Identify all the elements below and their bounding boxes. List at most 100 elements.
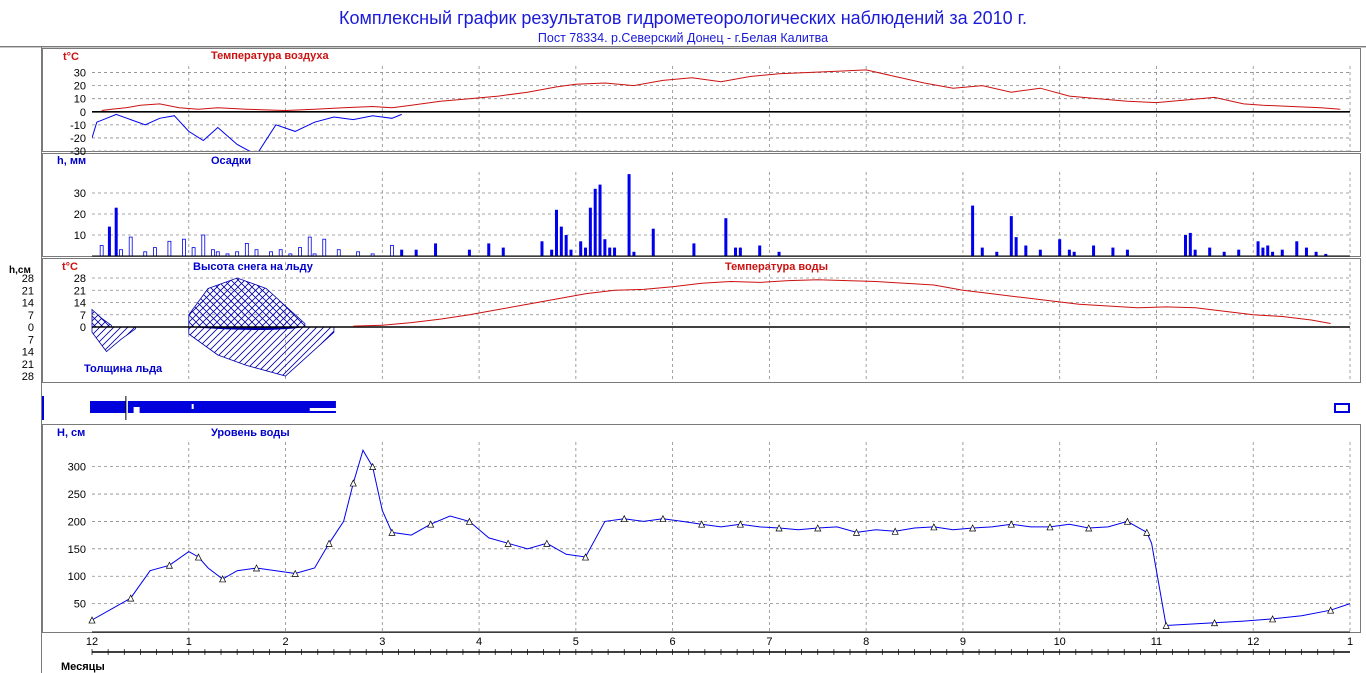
y-tick-label: 30 xyxy=(74,188,86,200)
level-marker xyxy=(88,616,96,624)
precip-bar xyxy=(336,249,341,257)
level-marker xyxy=(388,528,396,536)
precip-bar xyxy=(1237,249,1241,256)
level-marker xyxy=(369,462,377,471)
water-level-title: Уровень воды xyxy=(211,427,290,439)
precip-bar xyxy=(1324,253,1328,256)
precip-bar xyxy=(143,251,148,257)
water-level-unit-label: Н, см xyxy=(57,427,85,439)
month-tick-label: 7 xyxy=(766,636,772,648)
y-tick-label: -20 xyxy=(70,133,86,145)
precip-bar xyxy=(579,241,583,256)
air-temp-title: Температура воздуха xyxy=(211,50,330,62)
ice-band-bar xyxy=(90,401,336,413)
level-marker xyxy=(219,575,227,583)
precip-bar xyxy=(1038,249,1042,256)
precip-bar xyxy=(278,249,283,257)
level-marker xyxy=(1143,528,1151,536)
level-marker xyxy=(775,524,783,532)
page-title: Комплексный график результатов гидромете… xyxy=(338,8,1028,28)
month-tick-label: 1 xyxy=(186,636,192,648)
precip-bar xyxy=(1271,251,1275,256)
precip-bar xyxy=(167,240,172,257)
level-marker xyxy=(325,539,333,547)
ice-area-1 xyxy=(91,326,136,353)
precip-bar xyxy=(322,238,327,257)
y-tick-label: 14 xyxy=(22,298,34,310)
y-tick-label-inner: 14 xyxy=(74,298,86,310)
y-tick-label: 20 xyxy=(74,81,86,93)
y-tick-label: 7 xyxy=(28,334,34,346)
y-tick-label: 14 xyxy=(22,347,34,359)
precip-bar xyxy=(307,236,312,257)
level-marker xyxy=(969,524,977,532)
precip-bar xyxy=(119,249,123,257)
y-tick-label: 50 xyxy=(74,599,86,611)
y-tick-label-inner: 7 xyxy=(80,310,86,322)
precip-bar xyxy=(1188,232,1192,256)
month-tick-label: 11 xyxy=(1151,636,1162,648)
precip-bar xyxy=(627,174,631,256)
ice-band-gap xyxy=(191,404,194,409)
precip-bar xyxy=(598,184,602,256)
ice-snow-side-unit-label: h,см xyxy=(9,265,31,276)
air-series xyxy=(92,69,1341,151)
precip-bar xyxy=(1183,235,1187,256)
y-tick-label-inner: 28 xyxy=(74,273,86,285)
air-temp-positive-line xyxy=(101,69,1341,112)
ice-band-gap xyxy=(133,407,140,413)
snow-on-ice-title: Высота снега на льду xyxy=(193,261,314,273)
precip-bar xyxy=(99,245,104,257)
water-temp-line xyxy=(353,279,1331,327)
precip-bar xyxy=(434,243,438,256)
y-tick-label: 250 xyxy=(68,489,86,501)
month-tick-label: 9 xyxy=(960,636,966,648)
level-marker xyxy=(165,561,173,569)
precip-bar xyxy=(244,242,249,257)
month-tick-label: 1 xyxy=(1347,636,1353,648)
month-tick-label: 12 xyxy=(86,636,98,648)
water-temp-frame xyxy=(42,258,1361,383)
precip-bar xyxy=(651,228,655,256)
ice-band-gap xyxy=(309,408,340,411)
precip-bar xyxy=(114,207,118,256)
precip-bar xyxy=(1014,237,1018,256)
air-temp-negative-line xyxy=(92,113,402,151)
precip-bar xyxy=(995,251,999,256)
level-marker xyxy=(543,539,551,547)
precip-bar xyxy=(632,251,636,256)
precip-bar xyxy=(1222,251,1226,256)
month-tick-label: 8 xyxy=(863,636,869,648)
precip-bar xyxy=(971,205,975,256)
month-tick-label: 10 xyxy=(1054,636,1066,648)
air-temp-frame xyxy=(42,48,1361,152)
y-tick-label-inner: 0 xyxy=(80,322,86,334)
y-tick-label: 30 xyxy=(74,68,86,80)
precip-bar xyxy=(215,251,220,257)
precip-bar xyxy=(1266,245,1270,256)
precip-bar xyxy=(738,247,742,256)
precip-bar xyxy=(254,249,259,257)
precip-bar xyxy=(734,247,738,256)
snow-area-1 xyxy=(91,308,112,328)
air-temp-unit-label: t°C xyxy=(63,51,79,63)
level-marker xyxy=(1123,517,1131,525)
water-temp-unit-label: t°C xyxy=(62,261,78,273)
precip-bar xyxy=(758,245,762,256)
ice-thickness-title: Толщина льда xyxy=(84,363,163,375)
precip-bar xyxy=(269,251,273,257)
water-level-frame xyxy=(42,424,1361,633)
precip-bar xyxy=(107,226,111,256)
snow-area-2 xyxy=(188,277,306,328)
level-marker xyxy=(1210,619,1219,627)
ice-area-2 xyxy=(188,326,335,377)
precip-bar xyxy=(559,226,563,256)
precip-bar xyxy=(1304,247,1308,256)
precip-bar xyxy=(1058,239,1062,256)
precip-bar xyxy=(501,247,505,256)
precip-bar xyxy=(588,207,592,256)
month-tick-label: 12 xyxy=(1247,636,1259,648)
precip-bar xyxy=(128,236,133,257)
level-marker xyxy=(1327,606,1335,614)
level-marker xyxy=(291,569,299,577)
